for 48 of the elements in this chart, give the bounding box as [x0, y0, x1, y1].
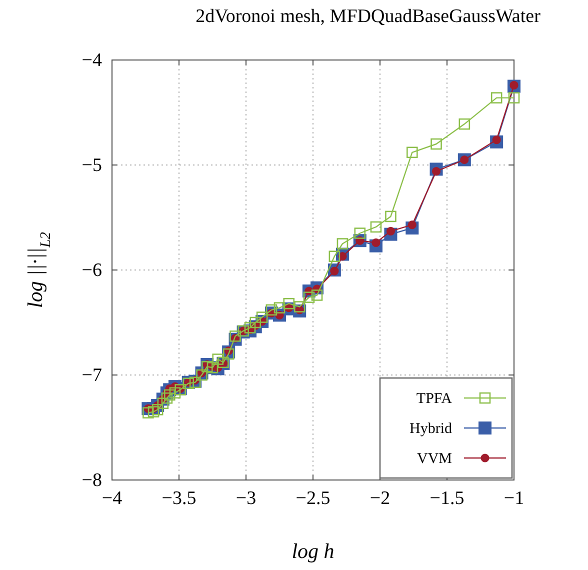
point — [161, 392, 173, 404]
legend-label: TPFA — [416, 391, 452, 407]
x-tick-label: −2 — [370, 488, 390, 509]
y-tick-label: −4 — [82, 50, 102, 71]
x-tick-label: −3 — [236, 488, 256, 509]
point — [164, 389, 176, 401]
point — [311, 290, 323, 301]
point — [385, 210, 396, 222]
point — [266, 304, 278, 316]
point — [222, 348, 234, 360]
point — [336, 238, 348, 250]
point — [169, 387, 181, 398]
point — [244, 322, 256, 334]
legend-label: Hybrid — [410, 421, 452, 437]
point — [230, 330, 241, 342]
point — [157, 398, 169, 409]
x-tick-label: −2.5 — [296, 488, 330, 509]
point — [458, 118, 470, 130]
y-tick-label: −5 — [82, 155, 102, 176]
y-tick-label: −8 — [82, 470, 102, 491]
x-tick-label: −1.5 — [430, 488, 464, 509]
y-tick-label: −6 — [82, 260, 102, 281]
point — [430, 138, 442, 150]
x-tick-label: −3.5 — [162, 488, 196, 509]
point — [303, 292, 315, 303]
point — [354, 228, 366, 239]
point — [142, 407, 154, 418]
point — [490, 92, 502, 104]
point — [274, 302, 286, 314]
x-axis-title: log h — [292, 539, 334, 563]
point — [196, 369, 208, 381]
point — [294, 301, 306, 312]
point — [283, 298, 295, 310]
point — [256, 312, 268, 323]
point — [508, 92, 520, 104]
x-tick-label: −1 — [504, 488, 524, 509]
point — [148, 406, 160, 418]
point — [212, 354, 224, 365]
y-tick-label: −7 — [82, 365, 102, 386]
point — [201, 360, 213, 372]
x-tick-label: −4 — [102, 488, 123, 509]
point — [406, 146, 418, 158]
point — [250, 316, 262, 328]
legend-label: VVM — [416, 451, 452, 467]
point — [152, 404, 164, 416]
point — [328, 250, 340, 262]
point — [370, 221, 382, 233]
chart-title: 2dVoronoi mesh, MFDQuadBaseGaussWater — [196, 6, 542, 27]
